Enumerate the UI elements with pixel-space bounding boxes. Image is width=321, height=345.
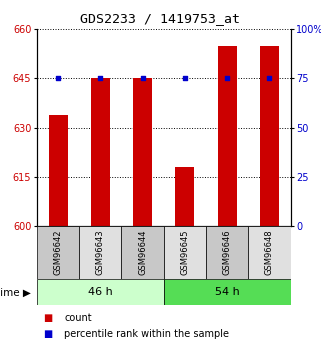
Text: 46 h: 46 h [88,287,113,297]
Bar [164,279,291,305]
Text: ■: ■ [43,313,53,323]
Point [182,76,187,81]
Bar [79,226,121,279]
Bar [91,79,110,226]
Bar [175,167,194,226]
Bar [164,226,206,279]
Bar [248,226,291,279]
Text: GSM96642: GSM96642 [54,230,63,275]
Point [140,76,145,81]
Text: GSM96643: GSM96643 [96,230,105,275]
Text: GSM96644: GSM96644 [138,230,147,275]
Bar [37,226,79,279]
Bar [206,226,248,279]
Text: percentile rank within the sample: percentile rank within the sample [64,329,229,339]
Point [267,76,272,81]
Bar [121,226,164,279]
Text: GSM96646: GSM96646 [222,230,232,275]
Bar [133,79,152,226]
Text: GSM96648: GSM96648 [265,230,274,275]
Text: GDS2233 / 1419753_at: GDS2233 / 1419753_at [81,12,240,25]
Bar [37,279,164,305]
Bar [218,46,237,226]
Bar [260,46,279,226]
Point [56,76,61,81]
Text: GSM96645: GSM96645 [180,230,189,275]
Text: ■: ■ [43,329,53,339]
Text: 54 h: 54 h [215,287,239,297]
Text: time ▶: time ▶ [0,287,30,297]
Text: count: count [64,313,92,323]
Point [225,76,230,81]
Point [98,76,103,81]
Bar [48,115,67,226]
